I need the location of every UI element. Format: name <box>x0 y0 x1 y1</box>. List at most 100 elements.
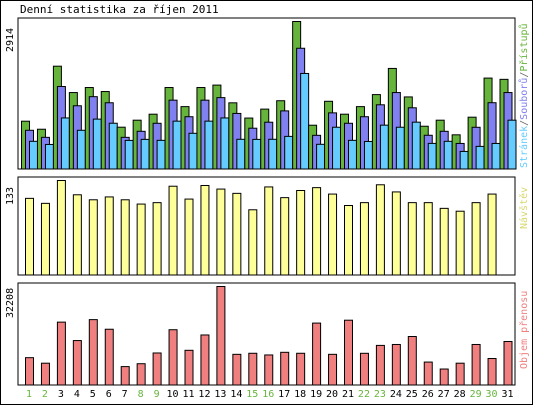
x-tick-label: 10 <box>167 389 179 400</box>
visits-panel-bar-day-30 <box>487 193 497 276</box>
x-tick-label: 18 <box>294 389 306 400</box>
visits-panel-bar-day-3 <box>56 180 66 276</box>
visits-panel-bar-day-17 <box>280 197 290 276</box>
traffic-panel-bar-day-16 <box>264 354 274 386</box>
traffic-panel-bar-day-12 <box>200 334 210 386</box>
bar-strnek-day-15 <box>252 138 262 170</box>
bar-strnek-day-19 <box>316 143 326 170</box>
traffic-panel-bar-day-15 <box>248 352 258 386</box>
visits-panel-bar-day-26 <box>423 202 433 276</box>
traffic-panel-bar-day-14 <box>232 353 242 386</box>
visits-panel-bar-day-12 <box>200 185 210 276</box>
traffic-panel-bar-day-8 <box>136 363 146 386</box>
bar-strnek-day-23 <box>379 124 389 170</box>
visits-panel-bar-day-22 <box>359 202 369 276</box>
bar-strnek-day-20 <box>332 126 342 170</box>
legend-sep-2: / <box>519 72 530 78</box>
traffic-panel-bar-day-22 <box>359 352 369 386</box>
legend-souboru: Souborů <box>518 78 530 120</box>
x-tick-label: 26 <box>422 389 434 400</box>
bar-strnek-day-8 <box>140 138 150 170</box>
bar-strnek-day-11 <box>188 132 198 170</box>
traffic-panel-bar-day-27 <box>439 368 449 386</box>
bar-strnek-day-21 <box>348 139 357 170</box>
x-tick-label: 27 <box>438 389 450 400</box>
visits-panel-bar-day-7 <box>120 199 130 276</box>
traffic-panel-bar-day-4 <box>72 340 82 386</box>
bar-strnek-day-5 <box>92 118 102 170</box>
x-tick-label: 3 <box>58 389 64 400</box>
x-tick-label: 12 <box>198 389 210 400</box>
bar-strnek-day-6 <box>108 122 118 170</box>
bar-strnek-day-1 <box>29 140 38 170</box>
visits-panel-bar-day-18 <box>296 190 306 276</box>
x-tick-label: 7 <box>122 389 128 400</box>
bar-strnek-day-12 <box>204 120 214 170</box>
x-tick-label: 31 <box>501 389 513 400</box>
traffic-panel-bar-day-30 <box>487 358 497 386</box>
visits-panel-bar-day-28 <box>455 210 465 276</box>
x-tick-label: 28 <box>454 389 466 400</box>
traffic-panel-bar-day-17 <box>280 351 290 386</box>
visits-panel-bar-day-13 <box>216 188 226 276</box>
traffic-panel-bar-day-9 <box>152 352 162 386</box>
bar-strnek-day-16 <box>268 138 278 170</box>
x-tick-label: 8 <box>138 389 144 400</box>
traffic-panel-bar-day-21 <box>344 319 353 386</box>
traffic-panel-bar-day-2 <box>40 362 50 386</box>
bar-strnek-day-14 <box>236 138 246 170</box>
bar-strnek-day-28 <box>459 150 469 170</box>
bar-strnek-day-22 <box>363 140 373 170</box>
visits-panel-bar-day-29 <box>471 202 481 276</box>
traffic-panel-bar-day-3 <box>56 321 66 386</box>
traffic-panel-bar-day-20 <box>328 353 338 386</box>
visits-panel-bar-day-1 <box>25 197 34 276</box>
visits-panel-bar-day-24 <box>391 191 401 276</box>
x-tick-label: 30 <box>486 389 498 400</box>
x-tick-label: 21 <box>342 389 354 400</box>
legend-stranek: Stránek <box>518 126 530 168</box>
visits-panel-bar-day-11 <box>184 198 194 276</box>
legend-objem: Objem přenosu <box>518 291 530 369</box>
traffic-panel-bar-day-1 <box>25 357 34 386</box>
traffic-panel-bar-day-10 <box>168 329 178 386</box>
x-tick-label: 23 <box>374 389 386 400</box>
visits-panel-bar-day-15 <box>248 209 258 276</box>
bar-strnek-day-2 <box>44 143 54 170</box>
x-tick-label: 22 <box>358 389 370 400</box>
bar-strnek-day-3 <box>60 117 70 170</box>
x-tick-label: 4 <box>74 389 80 400</box>
hits-legend: Stránek/Souborů/Přístupů <box>518 23 530 168</box>
x-tick-label: 16 <box>262 389 274 400</box>
bar-strnek-day-9 <box>156 139 166 170</box>
visits-panel-bar-day-6 <box>104 196 114 276</box>
visits-panel-bar-day-21 <box>344 205 353 276</box>
bar-strnek-day-18 <box>300 72 310 170</box>
bar-strnek-day-13 <box>220 117 230 170</box>
x-tick-label: 1 <box>26 389 32 400</box>
traffic-panel-ymax: 32208 <box>5 288 16 318</box>
legend-navstev: Návštěv <box>518 187 530 229</box>
bar-strnek-day-17 <box>284 135 294 170</box>
x-tick-label: 19 <box>310 389 322 400</box>
x-tick-label: 17 <box>278 389 290 400</box>
traffic-panel-bar-day-31 <box>503 341 513 386</box>
x-tick-label: 5 <box>90 389 96 400</box>
legend-pristupu: Přístupů <box>518 23 530 71</box>
visits-panel-bar-day-25 <box>407 202 417 276</box>
visits-panel-bar-day-16 <box>264 186 274 276</box>
visits-panel-bar-day-4 <box>72 194 82 276</box>
x-tick-label: 13 <box>214 389 226 400</box>
bar-strnek-day-27 <box>443 140 453 170</box>
traffic-panel-bar-day-13 <box>216 286 226 386</box>
x-tick-label: 25 <box>406 389 418 400</box>
chart-title: Denní statistika za říjen 2011 <box>20 3 219 16</box>
visits-panel-bar-day-27 <box>439 207 449 276</box>
visits-panel-bar-day-14 <box>232 192 242 276</box>
bar-strnek-day-25 <box>411 121 421 170</box>
visits-panel-bar-day-8 <box>136 203 146 276</box>
visits-panel-bar-day-2 <box>40 202 50 276</box>
x-tick-label: 29 <box>470 389 482 400</box>
traffic-panel-bar-day-28 <box>455 362 465 386</box>
visits-panel-bar-day-5 <box>88 199 98 276</box>
